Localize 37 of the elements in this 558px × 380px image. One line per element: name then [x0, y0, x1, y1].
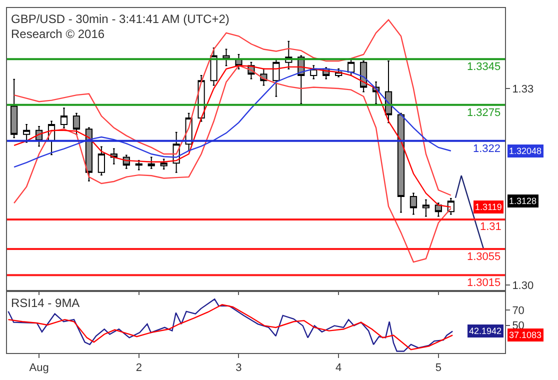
candlestick: [422, 199, 430, 217]
y-tick-label: 1.30: [512, 280, 534, 292]
candlestick: [23, 124, 30, 143]
ref-line-label: 1.3345: [467, 61, 501, 73]
ref-line-label: 1.3055: [467, 251, 501, 263]
candlestick: [397, 112, 405, 213]
candlestick: [210, 47, 218, 86]
candlestick: [160, 158, 168, 170]
line-series: [13, 65, 452, 263]
candlestick: [272, 58, 280, 97]
ref-line-label: 1.31: [480, 221, 502, 233]
chart-title: GBP/USD - 30min - 3:41:41 AM (UTC+2): [11, 12, 230, 26]
annotation: 1.32048: [509, 146, 542, 156]
annotation: 1.3119: [475, 202, 502, 212]
candlestick: [434, 202, 442, 217]
candlestick: [10, 78, 18, 138]
candlestick: [148, 156, 155, 169]
candlestick: [60, 108, 68, 128]
text: Research © 2016: [11, 27, 105, 41]
annotation: 42.1942: [469, 326, 502, 336]
x-tick-label: 3: [236, 362, 242, 374]
line-series: [13, 65, 452, 208]
candlestick: [72, 112, 80, 135]
annotation: 1.3128: [509, 196, 537, 206]
chart-title: RSI14 - 9MA: [11, 296, 80, 310]
x-tick-label: 5: [435, 362, 442, 374]
ref-line-label: 1.3275: [467, 107, 501, 119]
ref-line-label: 1.322: [473, 143, 501, 155]
x-tick-label: 2: [136, 362, 142, 374]
y-tick-label: 70: [512, 304, 524, 317]
ref-line-label: 1.3015: [467, 277, 501, 289]
annotation: 37.1083: [509, 330, 542, 340]
x-tick-label: 4: [336, 362, 342, 374]
y-tick-label: 1.33: [512, 83, 534, 96]
candlestick: [410, 192, 418, 215]
candlestick: [98, 146, 105, 176]
x-tick-label: Aug: [29, 362, 49, 374]
